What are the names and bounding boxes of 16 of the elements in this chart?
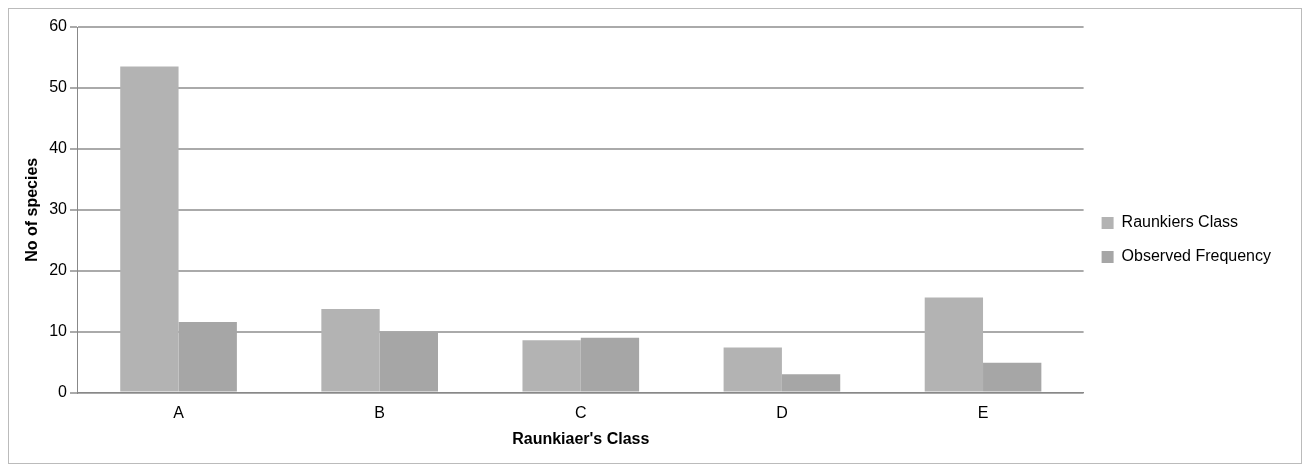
x-axis-title: Raunkiaer's Class [512,429,650,447]
y-tick-label: 40 [49,139,68,157]
x-tick-label: E [977,403,989,421]
y-tick-label: 10 [49,322,68,340]
y-tick-label: 50 [49,78,68,96]
x-tick-label: A [173,403,185,421]
y-axis-title: No of species [23,157,41,262]
y-tick-label: 60 [49,17,68,35]
x-tick-label: B [374,403,386,421]
x-tick-label: C [575,403,587,421]
legend-label: Raunkiers Class [1121,213,1239,231]
y-tick-label: 30 [49,200,68,218]
y-tick-label: 20 [49,261,68,279]
x-tick-label: D [776,403,788,421]
legend-label: Observed Frequency [1121,247,1271,265]
y-tick-label: 0 [58,383,68,401]
